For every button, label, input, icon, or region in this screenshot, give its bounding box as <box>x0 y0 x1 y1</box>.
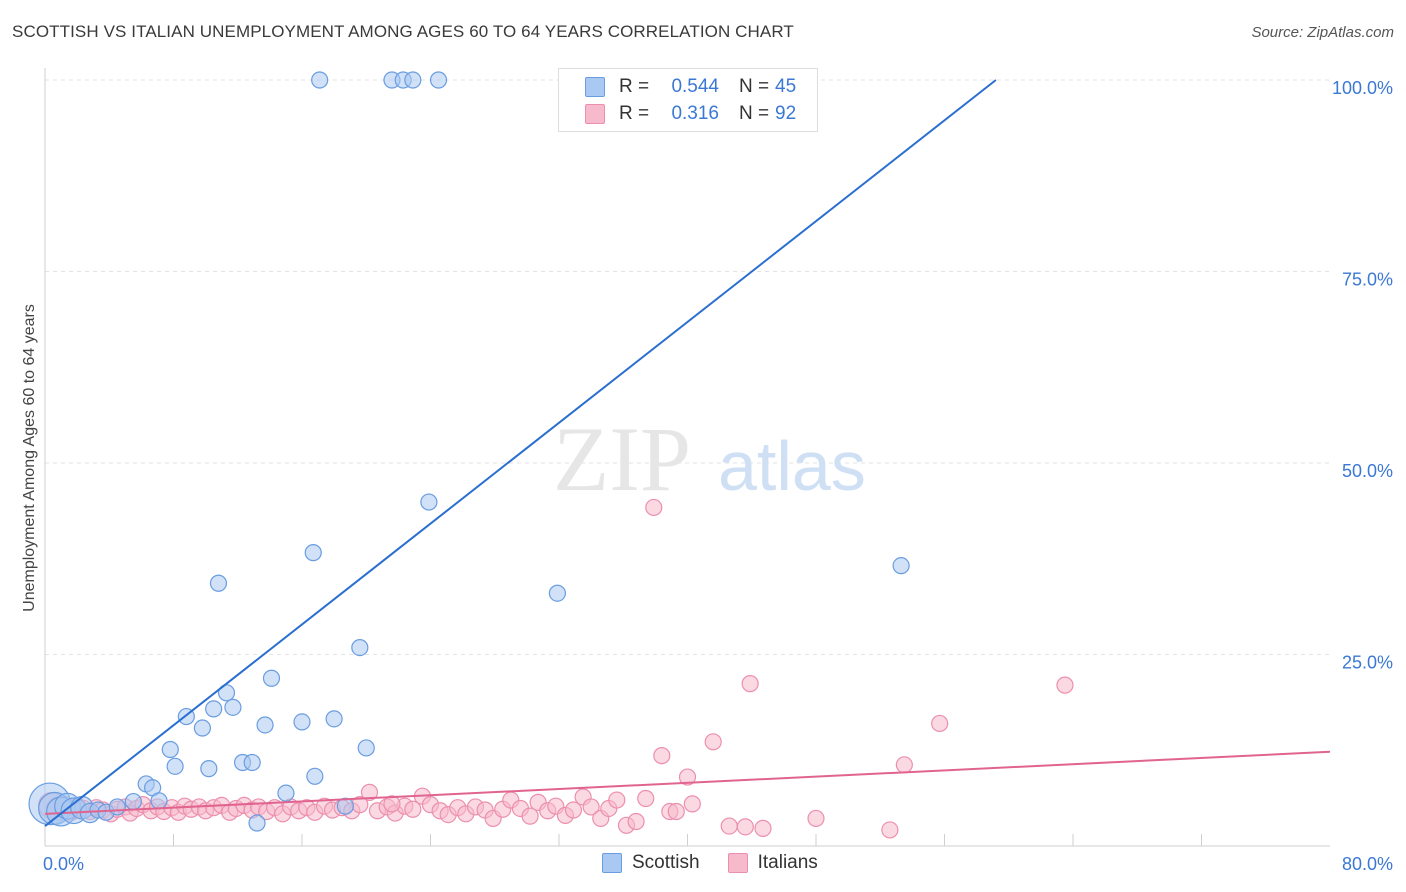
series-legend: Scottish Italians <box>602 852 846 874</box>
italian-point <box>895 756 913 774</box>
scottish-point <box>325 710 343 728</box>
y-axis-label: Unemployment Among Ages 60 to 64 years <box>21 304 38 612</box>
source-credit: Source: ZipAtlas.com <box>1251 24 1394 41</box>
chart-title: SCOTTISH VS ITALIAN UNEMPLOYMENT AMONG A… <box>12 22 794 41</box>
series-swatch-italians <box>727 853 748 873</box>
scottish-point <box>150 792 168 810</box>
series-label-italians: Italians <box>757 852 818 873</box>
scottish-point <box>336 797 354 815</box>
italian-point <box>582 798 600 816</box>
italian-points <box>38 498 1074 839</box>
italian-point <box>720 817 738 835</box>
italian-point <box>627 812 645 831</box>
scottish-point <box>404 71 422 89</box>
italian-point <box>881 821 899 839</box>
legend-n-label: N = <box>739 103 770 124</box>
legend-swatch-italians <box>585 104 605 124</box>
scottish-point <box>193 719 212 737</box>
italian-point <box>404 800 422 818</box>
scottish-point <box>108 798 126 816</box>
scottish-point <box>429 71 448 89</box>
legend-r-label: R = <box>619 76 650 97</box>
correlation-legend: R = 0.544 N = 45 R = 0.316 N = 92 <box>558 68 818 132</box>
italian-point <box>608 791 626 809</box>
scottish-trend-line <box>44 79 997 827</box>
italian-point <box>653 747 671 765</box>
scottish-point <box>277 784 295 802</box>
scottish-point <box>892 557 910 575</box>
series-label-scottish: Scottish <box>632 852 700 873</box>
scottish-point <box>248 814 266 832</box>
watermark-zip: ZIP <box>553 408 691 510</box>
scottish-point <box>357 739 375 757</box>
scottish-point <box>256 716 274 734</box>
axis-layer: 25.0% 50.0% 75.0% 100.0% 0.0% 80.0% <box>43 68 1393 874</box>
legend-r-label: R = <box>619 103 650 124</box>
watermark: ZIP atlas <box>553 408 866 510</box>
legend-n-value: 92 <box>775 103 797 124</box>
italian-point <box>683 795 701 813</box>
italian-point <box>736 818 754 836</box>
legend-n-value: 45 <box>775 76 797 97</box>
italian-point <box>754 819 772 837</box>
italian-point <box>637 789 655 808</box>
y-tick-label: 25.0% <box>1342 653 1393 673</box>
italian-point <box>704 733 722 751</box>
italian-point <box>807 809 825 828</box>
watermark-atlas: atlas <box>718 427 866 505</box>
x-tick-label: 0.0% <box>43 854 84 874</box>
scottish-point <box>293 713 311 731</box>
y-tick-label: 50.0% <box>1342 461 1393 481</box>
y-tick-label: 100.0% <box>1332 78 1393 98</box>
italian-point <box>564 801 583 819</box>
italian-point <box>678 768 697 786</box>
legend-r-value: 0.316 <box>671 103 719 124</box>
italian-point <box>741 675 759 693</box>
series-swatch-scottish <box>602 853 622 873</box>
scottish-point <box>161 740 179 759</box>
scottish-point <box>209 574 228 592</box>
series-legend-italians[interactable]: Italians <box>727 852 818 874</box>
scottish-point <box>306 767 324 785</box>
series-legend-scottish[interactable]: Scottish <box>602 852 700 874</box>
scottish-point <box>205 700 223 718</box>
italian-point <box>521 807 539 825</box>
y-tick-label: 75.0% <box>1342 270 1393 290</box>
scottish-points <box>28 71 910 832</box>
legend-swatch-scottish <box>585 77 605 97</box>
scottish-point <box>351 639 369 657</box>
scottish-point <box>224 698 242 716</box>
italian-point <box>645 498 663 517</box>
italian-point <box>1056 676 1074 694</box>
legend-row-scottish: R = 0.544 N = 45 <box>585 75 796 99</box>
italian-point <box>931 714 949 733</box>
trend-lines <box>44 79 1331 827</box>
italian-trend-line <box>44 750 1331 815</box>
scottish-point <box>124 792 142 811</box>
scottish-point <box>243 753 261 772</box>
italian-point <box>667 802 685 821</box>
scottish-point <box>304 544 322 562</box>
scottish-point <box>200 760 218 778</box>
legend-n-label: N = <box>739 76 770 97</box>
x-tick-label: 80.0% <box>1342 854 1393 874</box>
scottish-point <box>311 71 329 89</box>
scottish-point <box>548 584 566 602</box>
scottish-point <box>166 757 184 775</box>
italian-point <box>360 783 379 801</box>
legend-r-value: 0.544 <box>671 76 719 97</box>
legend-row-italians: R = 0.316 N = 92 <box>585 102 796 126</box>
italian-point <box>383 795 401 813</box>
scottish-point <box>420 493 438 511</box>
scottish-point <box>262 669 281 687</box>
